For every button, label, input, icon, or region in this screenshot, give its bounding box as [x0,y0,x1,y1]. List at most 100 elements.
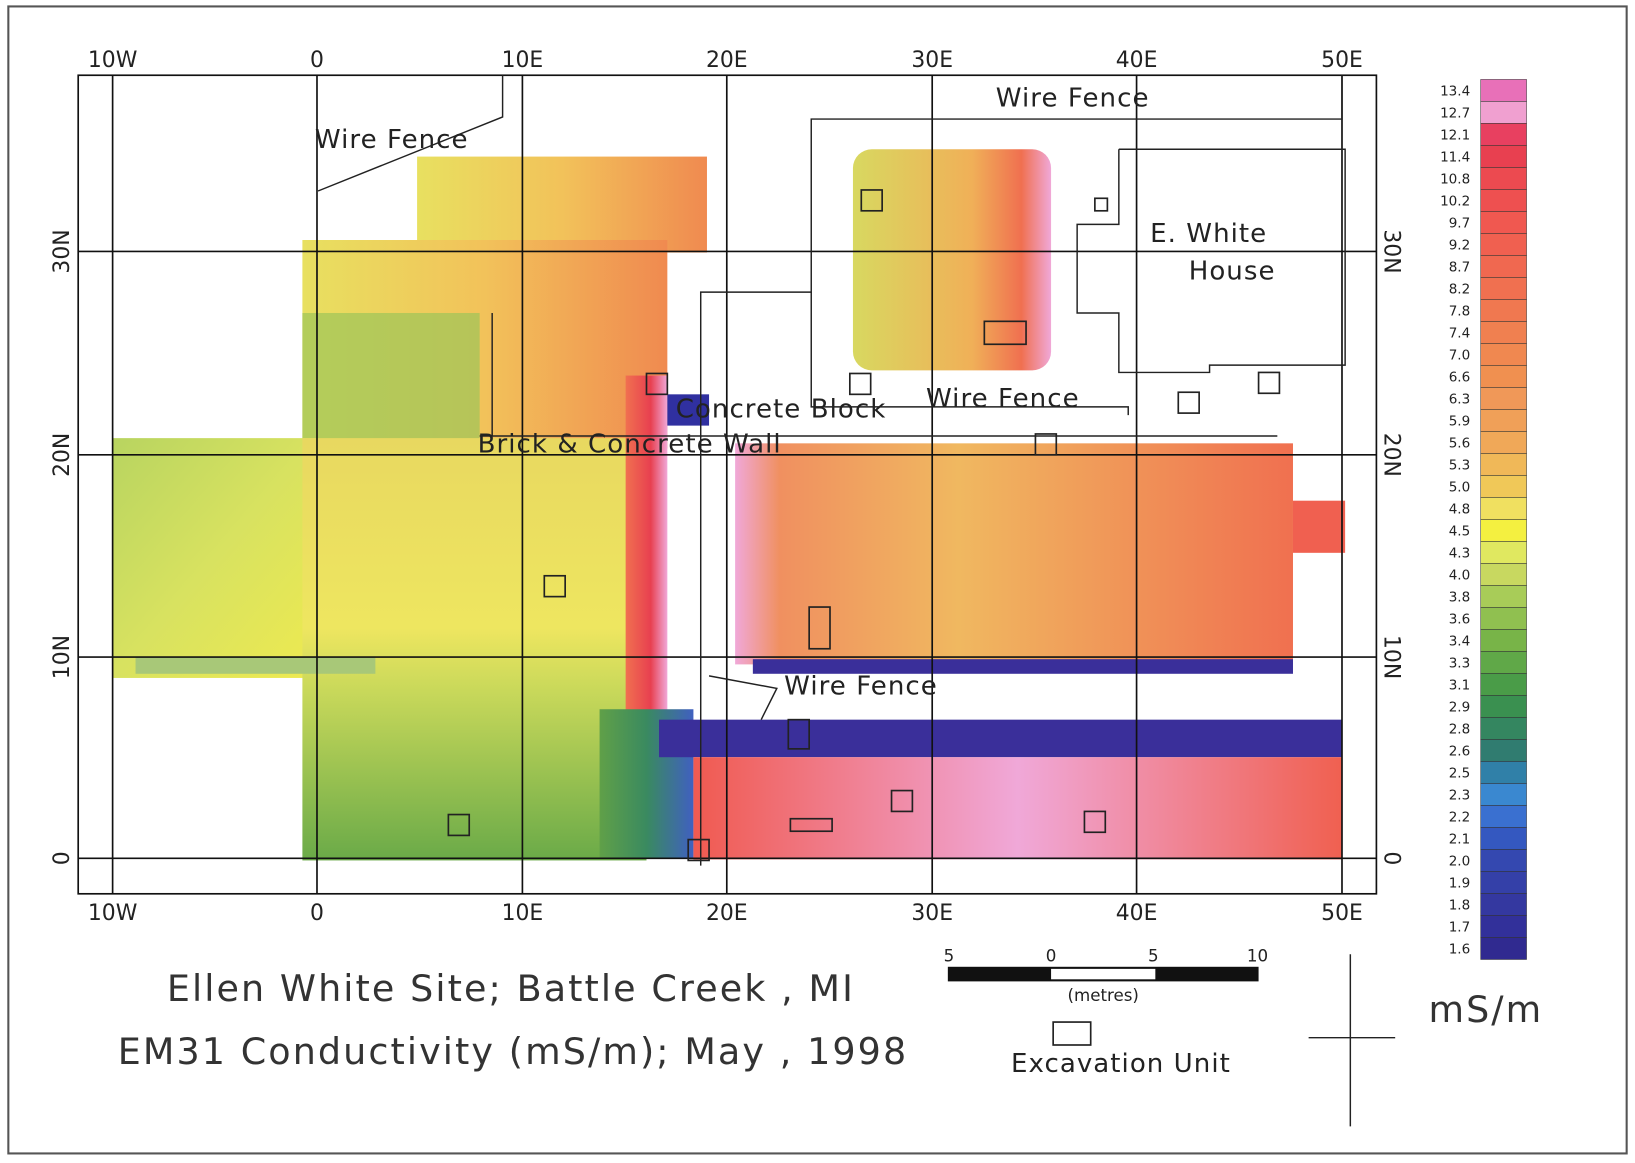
color-level-label: 1.7 [1449,920,1471,936]
map-label: Concrete Block [676,394,887,424]
color-level-label: 13.4 [1440,84,1470,100]
color-level-label: 5.6 [1449,436,1471,452]
color-scale: 13.412.712.111.410.810.29.79.28.78.27.87… [1440,79,1526,959]
color-level-label: 2.3 [1449,788,1471,804]
color-level-label: 7.8 [1449,304,1471,320]
color-swatch [1481,651,1527,673]
color-level-label: 7.0 [1449,348,1471,364]
color-swatch [1481,497,1527,519]
y-tick-label: 10N [50,635,75,679]
map-label: Wire Fence [315,125,469,155]
color-level-label: 9.2 [1449,238,1471,254]
color-swatch [1481,849,1527,871]
color-swatch [1481,783,1527,805]
x-tick-label: 10W [88,48,137,73]
color-swatch [1481,431,1527,453]
color-swatch [1481,453,1527,475]
color-level-label: 5.0 [1449,480,1471,496]
color-level-label: 3.1 [1449,678,1471,694]
x-tick-label: 10E [502,901,544,926]
map: 13.412.712.111.410.810.29.79.28.78.27.87… [0,0,1635,1163]
color-level-label: 4.8 [1449,502,1471,518]
map-label: House [1189,257,1276,287]
x-tick-label: 10W [88,901,137,926]
color-swatch [1481,629,1527,651]
map-label: Brick & Concrete Wall [478,430,782,460]
color-swatch [1481,871,1527,893]
color-level-label: 7.4 [1449,326,1471,342]
color-swatch [1481,321,1527,343]
color-swatch [1481,607,1527,629]
scale-bar [949,954,1395,1126]
color-swatch [1481,695,1527,717]
color-swatch [1481,189,1527,211]
color-swatch [1481,585,1527,607]
map-label: E. White [1150,219,1267,249]
color-swatch [1481,277,1527,299]
color-level-label: 4.3 [1449,546,1471,562]
color-swatch [1481,409,1527,431]
y-tick-label: 10N [1379,635,1404,679]
color-level-label: 2.1 [1449,832,1471,848]
color-swatch [1481,255,1527,277]
page: {"title_lines":["Ellen White Site; Battl… [0,0,1635,1163]
color-level-label: 8.7 [1449,260,1471,276]
heatmap [113,149,1346,860]
color-level-label: 3.3 [1449,656,1471,672]
x-tick-label: 10E [502,48,544,73]
x-tick-label: 30E [911,901,953,926]
color-level-label: 3.4 [1449,634,1471,650]
color-level-label: 9.7 [1449,216,1471,232]
x-tick-label: 0 [310,901,324,926]
x-tick-label: 30E [911,48,953,73]
x-tick-label: 0 [310,48,324,73]
color-swatch [1481,937,1527,959]
color-level-label: 3.8 [1449,590,1471,606]
color-level-label: 4.5 [1449,524,1471,540]
color-swatch [1481,79,1527,101]
color-swatch [1481,915,1527,937]
color-level-label: 2.5 [1449,766,1471,782]
scale-unit: (metres) [1067,986,1138,1005]
color-swatch [1481,893,1527,915]
color-level-label: 1.8 [1449,898,1471,914]
color-level-label: 2.8 [1449,722,1471,738]
color-level-label: 3.6 [1449,612,1471,628]
color-level-label: 12.7 [1440,106,1470,122]
scale-tick: 5 [1148,947,1159,966]
color-swatch [1481,739,1527,761]
color-level-label: 2.2 [1449,810,1471,826]
color-swatch [1481,563,1527,585]
color-level-label: 11.4 [1440,150,1470,166]
x-tick-label: 50E [1321,901,1363,926]
scale-tick: 5 [944,947,955,966]
color-swatch [1481,343,1527,365]
y-tick-label: 30N [1379,229,1404,273]
color-swatch [1481,541,1527,563]
scale-tick: 0 [1046,947,1057,966]
color-swatch [1481,167,1527,189]
color-level-label: 2.9 [1449,700,1471,716]
color-level-label: 4.0 [1449,568,1471,584]
color-swatch [1481,519,1527,541]
excavation-legend: Excavation Unit [1011,1049,1231,1079]
color-swatch [1481,123,1527,145]
x-tick-label: 20E [706,48,748,73]
y-tick-label: 20N [1379,433,1404,477]
color-level-label: 2.0 [1449,854,1471,870]
color-swatch [1481,761,1527,783]
map-label: Wire Fence [996,84,1150,114]
subtitle: EM31 Conductivity (mS/m); May , 1998 [118,1030,909,1073]
x-tick-label: 20E [706,901,748,926]
color-level-label: 10.2 [1440,194,1470,210]
color-swatch [1481,299,1527,321]
color-level-label: 6.3 [1449,392,1471,408]
color-level-label: 1.9 [1449,876,1471,892]
color-swatch [1481,673,1527,695]
color-scale-unit: mS/m [1428,988,1543,1031]
map-label: Wire Fence [784,672,938,702]
color-swatch [1481,101,1527,123]
color-level-label: 5.3 [1449,458,1471,474]
y-tick-label: 0 [50,851,75,865]
color-swatch [1481,145,1527,167]
